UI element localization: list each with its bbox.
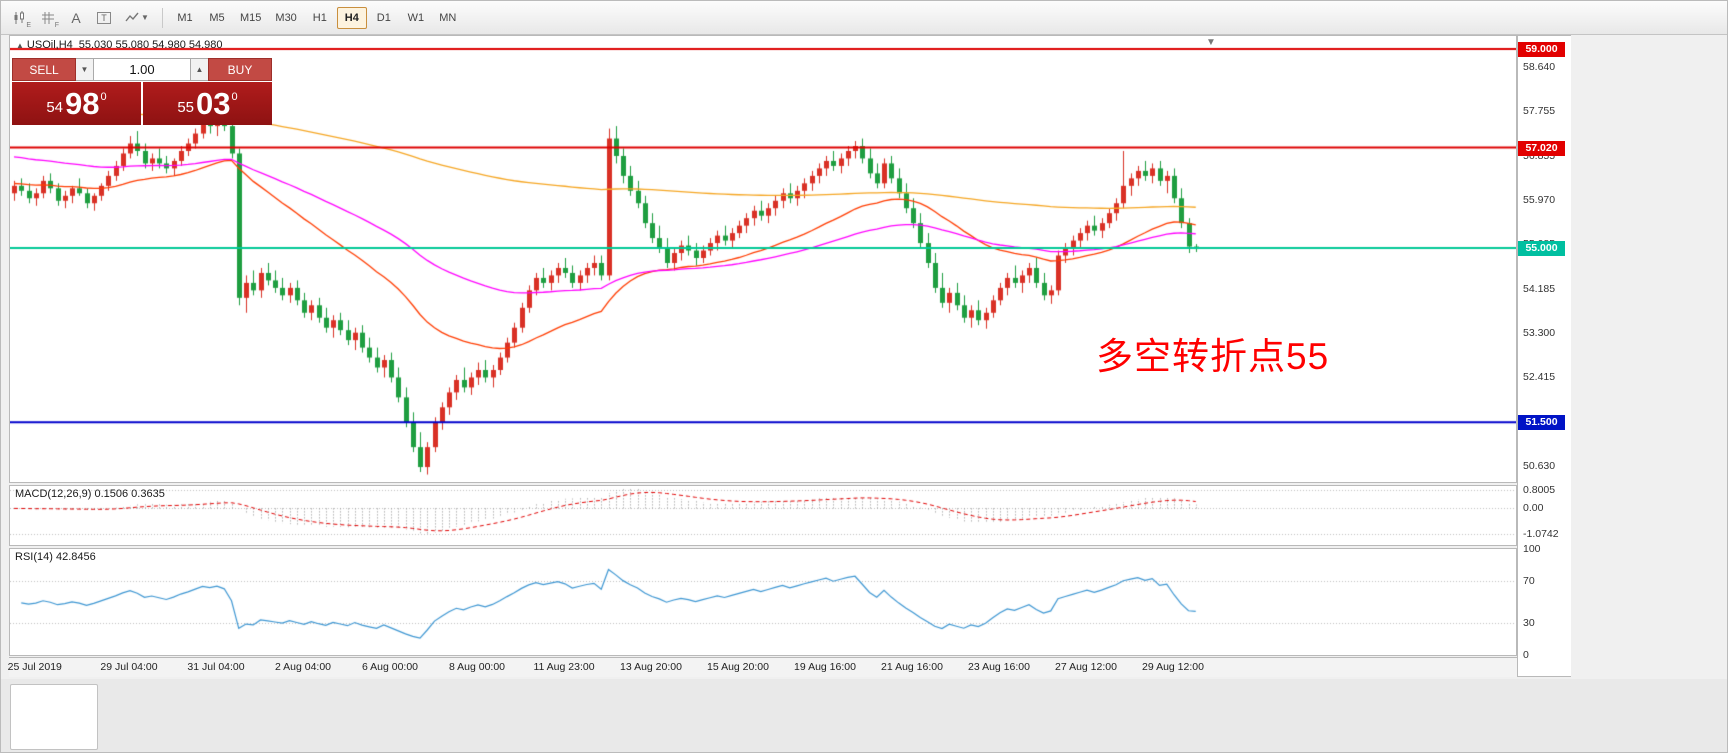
candlestick-chart-icon[interactable]: E [7,6,33,30]
rsi-scale-label: 100 [1523,543,1541,555]
macd-scale-label: 0.8005 [1523,483,1556,496]
rsi-label: RSI(14) 42.8456 [15,551,96,563]
timeframe-button-m30[interactable]: M30 [275,11,297,24]
macd-indicator-panel: MACD(12,26,9) 0.1506 0.3635 [9,485,1517,546]
timeframe-button-m15[interactable]: M15 [240,11,262,24]
price-chart-panel: ▲ USOil,H4 55.030 55.080 54.980 54.980 ▼ S… [9,35,1517,483]
macd-label: MACD(12,26,9) 0.1506 0.3635 [15,488,165,500]
chart-symbol: USOil,H4 [26,39,73,51]
chart-annotation-text: 多空转折点55 [1096,336,1330,377]
macd-canvas[interactable] [10,486,1516,545]
price-scale-label: 54.185 [1523,282,1556,295]
time-axis-label: 23 Aug 16:00 [968,661,1030,673]
timeframe-button-h4[interactable]: H4 [336,6,367,29]
price-scale-label: 50.630 [1523,459,1556,472]
chart-title: ▲ USOil,H4 55.030 55.080 54.980 54.980 [16,39,223,51]
chart-shift-marker-icon[interactable]: ▼ [1206,37,1216,48]
draw-tools-icon[interactable]: ▼ [119,6,155,30]
volume-down-button[interactable]: ▼ [76,58,93,81]
terminal-stub-window[interactable] [10,684,98,750]
buy-price-big: 03 [196,86,231,121]
price-level-tag: 57.020 [1518,140,1565,156]
grid-icon[interactable]: F [35,6,61,30]
volume-input[interactable] [93,58,191,81]
bottom-status-strip [1,679,1727,752]
time-axis-label: 15 Aug 20:00 [707,661,769,673]
timeframe-button-w1[interactable]: W1 [407,11,425,24]
time-axis-label: 29 Jul 04:00 [100,661,158,673]
font-icon[interactable]: A [71,9,81,26]
rsi-canvas[interactable] [10,549,1516,655]
time-axis-label: 29 Aug 12:00 [1142,661,1204,673]
time-axis-label: 13 Aug 20:00 [620,661,682,673]
grid-glyph [42,11,54,24]
main-toolbar: E F A T ▼ M1 M5 M15 M30 H1 H4 D1 W1 MN [1,1,1727,35]
price-level-tag: 59.000 [1518,41,1565,57]
price-scale-label: 52.415 [1523,370,1556,383]
volume-up-button[interactable]: ▲ [191,58,208,81]
sell-price-big: 98 [65,86,100,121]
rsi-scale-label: 70 [1523,574,1535,587]
buy-price-display[interactable]: 55 03 0 [143,82,272,125]
buy-button[interactable]: BUY [208,58,272,81]
timeframe-button-mn[interactable]: MN [439,11,457,24]
price-scale-label: 53.300 [1523,326,1556,339]
dropdown-caret-icon: ▼ [141,13,149,22]
buy-price-sup: 0 [231,90,238,103]
timeframe-button-m1[interactable]: M1 [177,11,193,24]
rsi-indicator-panel: RSI(14) 42.8456 [9,548,1517,656]
time-axis-label: 25 Jul 2019 [7,661,62,673]
chart-ohlc-values: 55.030 55.080 54.980 54.980 [78,39,223,51]
price-scale-label: 57.755 [1523,104,1556,117]
buy-price-small: 55 [177,99,195,116]
one-click-trading-panel: SELL ▼ ▲ BUY 54 98 0 55 03 0 [12,58,272,125]
macd-scale-label: 0.00 [1523,502,1544,515]
price-level-tag: 55.000 [1518,241,1565,257]
toolbar-separator [162,7,163,28]
sell-price-sup: 0 [100,90,107,103]
rsi-scale-label: 0 [1523,649,1529,661]
time-axis-label: 21 Aug 16:00 [881,661,943,673]
time-axis-label: 27 Aug 12:00 [1055,661,1117,673]
icon-sub-label: F [54,21,59,29]
price-scale-label: 58.640 [1523,60,1556,73]
timeframe-button-d1[interactable]: D1 [376,11,391,24]
time-axis-label: 11 Aug 23:00 [533,661,595,673]
price-scale[interactable]: 58.64057.75556.85555.97055.08554.18553.3… [1517,35,1571,677]
sell-price-display[interactable]: 54 98 0 [12,82,141,125]
macd-scale-label: -1.0742 [1523,527,1559,540]
time-axis-label: 2 Aug 04:00 [274,661,332,673]
symbol-marker-icon: ▲ [16,41,24,50]
timeframe-button-h1[interactable]: H1 [312,11,327,24]
price-level-tag: 51.500 [1518,415,1565,431]
time-axis-label: 6 Aug 00:00 [361,661,419,673]
time-axis-label: 19 Aug 16:00 [794,661,856,673]
time-axis-label: 31 Jul 04:00 [187,661,245,673]
sell-price-small: 54 [46,99,64,116]
price-scale-label: 55.970 [1523,193,1556,206]
time-axis-label: 8 Aug 00:00 [448,661,506,673]
sell-button[interactable]: SELL [12,58,76,81]
boxed-t-glyph: T [97,11,111,24]
zigzag-glyph [125,12,139,21]
time-axis[interactable]: 25 Jul 2019 29 Jul 04:00 31 Jul 04:00 2 Aug… [7,657,1517,677]
candlestick-glyph [14,10,24,24]
rsi-scale-label: 30 [1523,617,1535,630]
icon-sub-label: E [26,21,31,29]
text-box-icon[interactable]: T [91,6,117,30]
timeframe-button-m5[interactable]: M5 [209,11,225,24]
